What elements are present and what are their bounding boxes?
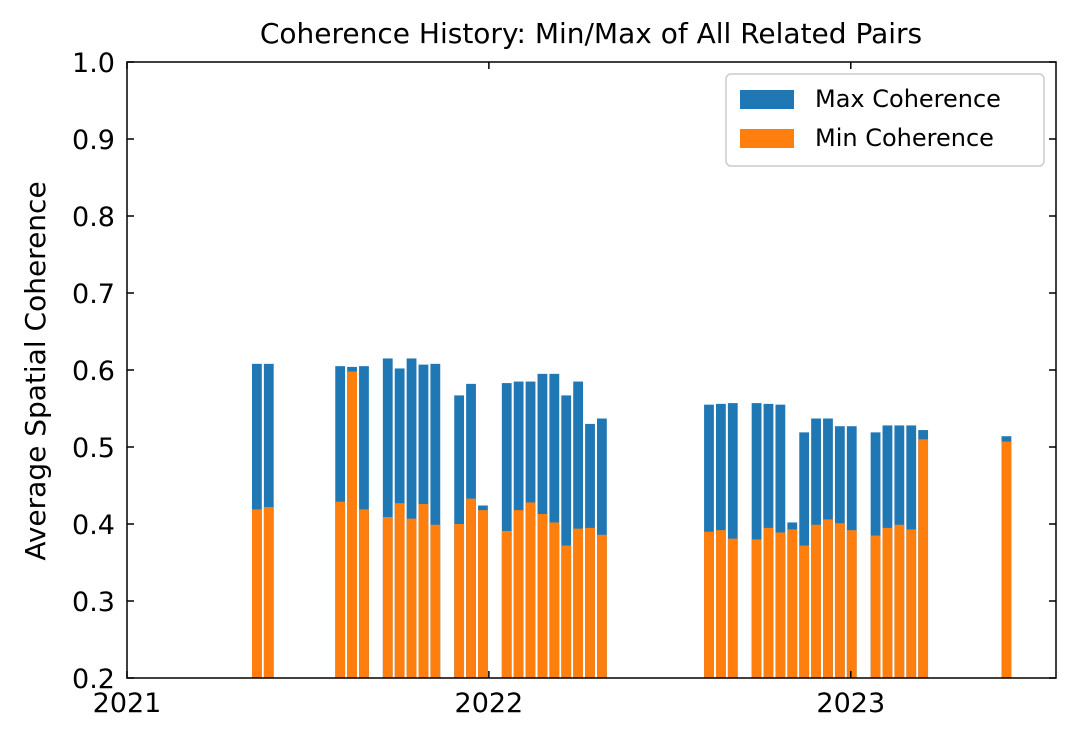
max-bar <box>501 383 512 678</box>
min-bar <box>763 527 774 678</box>
min-bar <box>727 538 738 678</box>
plot-frame <box>126 61 1057 679</box>
min-bar <box>846 530 857 678</box>
min-bar <box>715 530 726 678</box>
min-bar <box>870 535 881 678</box>
y-tick-label: 0.8 <box>72 202 115 233</box>
y-tick-label: 0.4 <box>72 510 115 541</box>
min-bar <box>335 501 346 678</box>
y-tick-label: 0.9 <box>72 125 115 156</box>
min-bar <box>478 510 488 678</box>
y-tick-label: 0.2 <box>72 664 115 695</box>
min-bar <box>894 524 905 678</box>
legend-box <box>725 73 1045 167</box>
min-bar <box>251 509 262 678</box>
min-bar <box>823 519 833 678</box>
min-bar <box>501 530 512 678</box>
legend-label-min: Min Coherence <box>815 124 994 152</box>
legend: Max Coherence Min Coherence <box>725 73 1045 167</box>
min-bar <box>513 510 524 678</box>
x-tick-label: 2023 <box>816 688 885 719</box>
min-bar <box>406 518 417 678</box>
min-bar <box>347 371 357 678</box>
min-bar <box>382 517 393 678</box>
legend-swatch-min <box>740 129 794 148</box>
min-bar <box>751 539 762 678</box>
min-bar <box>430 524 441 678</box>
min-bar <box>525 502 536 678</box>
min-bar <box>263 507 274 678</box>
min-bar <box>787 529 798 678</box>
min-bar <box>882 527 893 678</box>
min-bar <box>454 524 465 678</box>
legend-swatch-max <box>740 90 794 109</box>
y-tick-label: 0.6 <box>72 356 115 387</box>
min-bar <box>418 503 429 678</box>
min-bar <box>561 545 572 678</box>
min-bar <box>597 534 607 678</box>
min-bar <box>549 522 560 678</box>
min-bar <box>775 532 786 678</box>
min-bar <box>704 531 714 678</box>
bars-layer <box>251 358 1012 678</box>
y-tick-label: 0.5 <box>72 433 115 464</box>
ticks-layer: 0.2 0.3 0.4 0.5 0.6 0.7 0.8 0.9 1.0 2021 2022 2023 <box>72 48 1056 719</box>
min-bar <box>466 498 476 678</box>
min-bar <box>359 509 369 678</box>
y-tick-label: 0.7 <box>72 279 115 310</box>
min-bar <box>537 513 548 678</box>
x-tick-label: 2021 <box>93 688 162 719</box>
y-tick-label: 1.0 <box>72 48 115 79</box>
max-bar <box>406 358 417 678</box>
min-bar <box>918 439 929 678</box>
min-bar <box>906 529 917 678</box>
min-bar <box>799 545 810 678</box>
y-axis-label: Average Spatial Coherence <box>19 181 52 560</box>
x-tick-label: 2022 <box>455 688 524 719</box>
y-tick-label: 0.3 <box>72 587 115 618</box>
min-bar <box>573 528 584 678</box>
legend-label-max: Max Coherence <box>815 85 1001 113</box>
max-bar <box>561 395 572 678</box>
min-bar <box>1001 441 1012 678</box>
max-bar <box>430 363 441 678</box>
min-bar <box>834 523 845 678</box>
chart-title: Coherence History: Min/Max of All Relate… <box>260 17 922 50</box>
min-bar <box>394 503 405 678</box>
min-bar <box>811 524 821 678</box>
min-bar <box>585 527 595 678</box>
